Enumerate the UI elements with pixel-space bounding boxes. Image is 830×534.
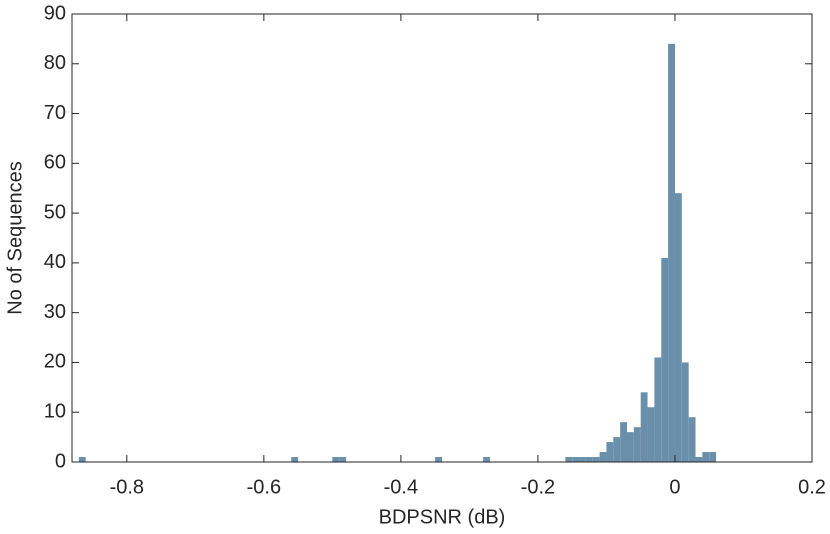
bar xyxy=(702,452,710,462)
bar xyxy=(613,437,621,462)
y-tick-label: 30 xyxy=(44,301,66,323)
bar xyxy=(695,457,703,462)
bar xyxy=(585,457,593,462)
x-tick-label: -0.2 xyxy=(521,476,555,498)
bar xyxy=(435,457,442,462)
bar xyxy=(688,417,696,462)
x-tick-label: 0 xyxy=(669,476,680,498)
bar xyxy=(572,457,580,462)
y-tick-label: 70 xyxy=(44,102,66,124)
bar xyxy=(640,392,648,462)
x-tick-label: -0.4 xyxy=(384,476,418,498)
y-tick-label: 40 xyxy=(44,251,66,273)
bar xyxy=(633,427,641,462)
bar xyxy=(483,457,490,462)
y-tick-label: 60 xyxy=(44,152,66,174)
x-tick-label: 0.2 xyxy=(798,476,826,498)
bar xyxy=(647,407,655,462)
bar xyxy=(592,457,600,462)
y-tick-label: 20 xyxy=(44,351,66,373)
bar xyxy=(620,422,627,462)
bar xyxy=(627,432,634,462)
bar xyxy=(565,457,573,462)
bar xyxy=(681,362,689,462)
plot-frame xyxy=(71,13,813,463)
bar xyxy=(668,43,675,462)
bar xyxy=(332,457,340,462)
y-tick-label: 50 xyxy=(44,201,66,223)
bar xyxy=(709,452,717,462)
bar xyxy=(599,452,607,462)
bar xyxy=(674,193,682,462)
x-tick-label: -0.8 xyxy=(110,476,144,498)
bar xyxy=(339,457,347,462)
bar xyxy=(661,257,669,462)
y-tick-label: 80 xyxy=(44,52,66,74)
bar xyxy=(654,357,662,462)
x-axis-label: BDPSNR (dB) xyxy=(379,506,506,528)
y-tick-label: 90 xyxy=(44,2,66,24)
bar xyxy=(78,457,86,462)
y-axis-label: No of Sequences xyxy=(4,161,26,314)
bar xyxy=(291,457,299,462)
x-tick-label: -0.6 xyxy=(247,476,281,498)
y-tick-label: 0 xyxy=(55,450,66,472)
bar xyxy=(579,457,586,462)
bar xyxy=(606,442,614,462)
y-tick-label: 10 xyxy=(44,401,66,423)
